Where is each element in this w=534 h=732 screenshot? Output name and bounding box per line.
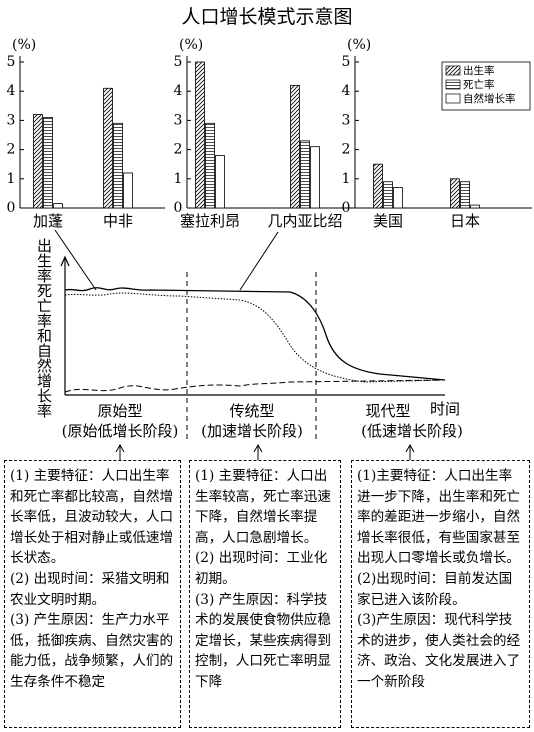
y-tick-label: 5 — [342, 54, 351, 70]
text-box: (1) 主要特征：人口出生率和死亡率都比较高，自然增长率低，且波动较大，人口增长… — [4, 460, 181, 728]
y-tick-label: 2 — [174, 142, 183, 158]
y-tick-label: 5 — [7, 54, 16, 70]
arrows — [115, 443, 415, 460]
x-tick-label: 塞拉利昂 — [180, 212, 240, 230]
y-tick-label: 3 — [174, 112, 183, 128]
bar — [460, 181, 470, 209]
box-line: (2) 出现时间：工业化初期。 — [195, 550, 328, 587]
schematic — [54, 229, 446, 460]
x-tick-label: 几内亚比绍 — [267, 212, 342, 230]
x-tick-label: 中非 — [103, 212, 133, 230]
box-line: (1) 主要特征：人口出生率和死亡率都比较高，自然增长率低，且波动较大，人口增长… — [10, 468, 174, 567]
box-line: (2)出现时间：目前发达国家已进入该阶段。 — [357, 570, 513, 608]
y-tick-label: 4 — [342, 83, 351, 99]
stage-phase: (加速增长阶段) — [201, 422, 303, 440]
legend-label: 出生率 — [463, 64, 495, 77]
bar — [33, 114, 43, 209]
bar — [53, 203, 63, 209]
box-line: (3) 产生原因：生产力水平低，抵御疾病、自然灾害的能力低，战争频繁，人们的生存… — [10, 612, 174, 690]
pointer — [54, 229, 97, 291]
y-tick-label: 2 — [342, 142, 351, 158]
y-tick-label: 1 — [342, 171, 351, 187]
y-axis-label: (%) — [179, 37, 203, 53]
legend-label: 自然增长率 — [463, 92, 516, 105]
bar — [300, 140, 310, 209]
y-tick-label: 1 — [7, 171, 16, 187]
death-curve — [64, 292, 446, 383]
box-line: (1) 主要特征：人口出生率较高，死亡率迅速下降，自然增长率提高，人口急剧增长。 — [195, 468, 331, 546]
stage-phase: (低速增长阶段) — [361, 422, 463, 440]
y-tick-label: 4 — [7, 83, 16, 99]
box-line: (1)主要特征：人口出生率进一步下降，出生率和死亡率的差距进一步缩小，自然增长率… — [357, 468, 521, 567]
box-line: (2) 出现时间：采猎文明和农业文明时期。 — [10, 570, 170, 608]
bar — [113, 122, 123, 209]
bar — [43, 117, 53, 209]
stage-name: 原始型 — [97, 402, 142, 420]
bar — [123, 172, 133, 209]
y-tick-label: 0 — [342, 200, 351, 216]
stage-name: 传统型 — [229, 402, 274, 420]
bar — [450, 178, 460, 209]
bar — [215, 155, 225, 209]
bar — [205, 122, 215, 209]
text-box: (1)主要特征：人口出生率进一步下降，出生率和死亡率的差距进一步缩小，自然增长率… — [351, 460, 530, 728]
legend-swatch — [445, 79, 461, 90]
figure-title: 人口增长模式示意图 — [181, 6, 352, 28]
y-tick-label: 3 — [7, 112, 16, 128]
y-tick-label: 4 — [174, 83, 183, 99]
bar — [470, 204, 480, 209]
bar — [373, 163, 383, 209]
bar — [383, 181, 393, 209]
y-tick-label: 5 — [174, 54, 183, 70]
text-box: (1) 主要特征：人口出生率较高，死亡率迅速下降，自然增长率提高，人口急剧增长。… — [189, 460, 341, 728]
bar — [290, 84, 300, 209]
legend-swatch — [445, 65, 461, 76]
axis-arrow — [60, 255, 70, 267]
y-axis-label: 出生率死亡率和自然增长率 — [35, 238, 53, 418]
bar — [103, 87, 113, 209]
bar — [195, 61, 205, 209]
legend-label: 死亡率 — [463, 78, 495, 91]
y-axis-label: (%) — [347, 37, 371, 53]
y-axis-label: (%) — [12, 37, 36, 53]
pointer — [239, 231, 279, 291]
bar — [393, 187, 403, 209]
y-tick-label: 3 — [342, 112, 351, 128]
y-tick-label: 2 — [7, 142, 16, 158]
stage-phase: (原始低增长阶段) — [62, 422, 179, 440]
y-tick-label: 0 — [174, 200, 183, 216]
x-axis-label: 时间 — [430, 400, 460, 418]
stage-name: 现代型 — [365, 402, 410, 420]
birth-curve — [64, 287, 446, 381]
y-tick-label: 0 — [7, 200, 16, 216]
natural-curve — [64, 379, 446, 393]
bar — [310, 146, 320, 209]
x-tick-label: 日本 — [450, 212, 480, 230]
y-tick-label: 1 — [174, 171, 183, 187]
x-tick-label: 加蓬 — [33, 212, 63, 230]
box-line: (3)产生原因：现代科学技术的进步，使人类社会的经济、政治、文化发展进入了一个新… — [357, 612, 521, 690]
box-line: (3) 产生原因：科学技术的发展使食物供应稳定增长，某些疾病得到控制，人口死亡率… — [195, 591, 331, 690]
legend-swatch — [445, 93, 461, 104]
x-tick-label: 美国 — [373, 212, 403, 230]
